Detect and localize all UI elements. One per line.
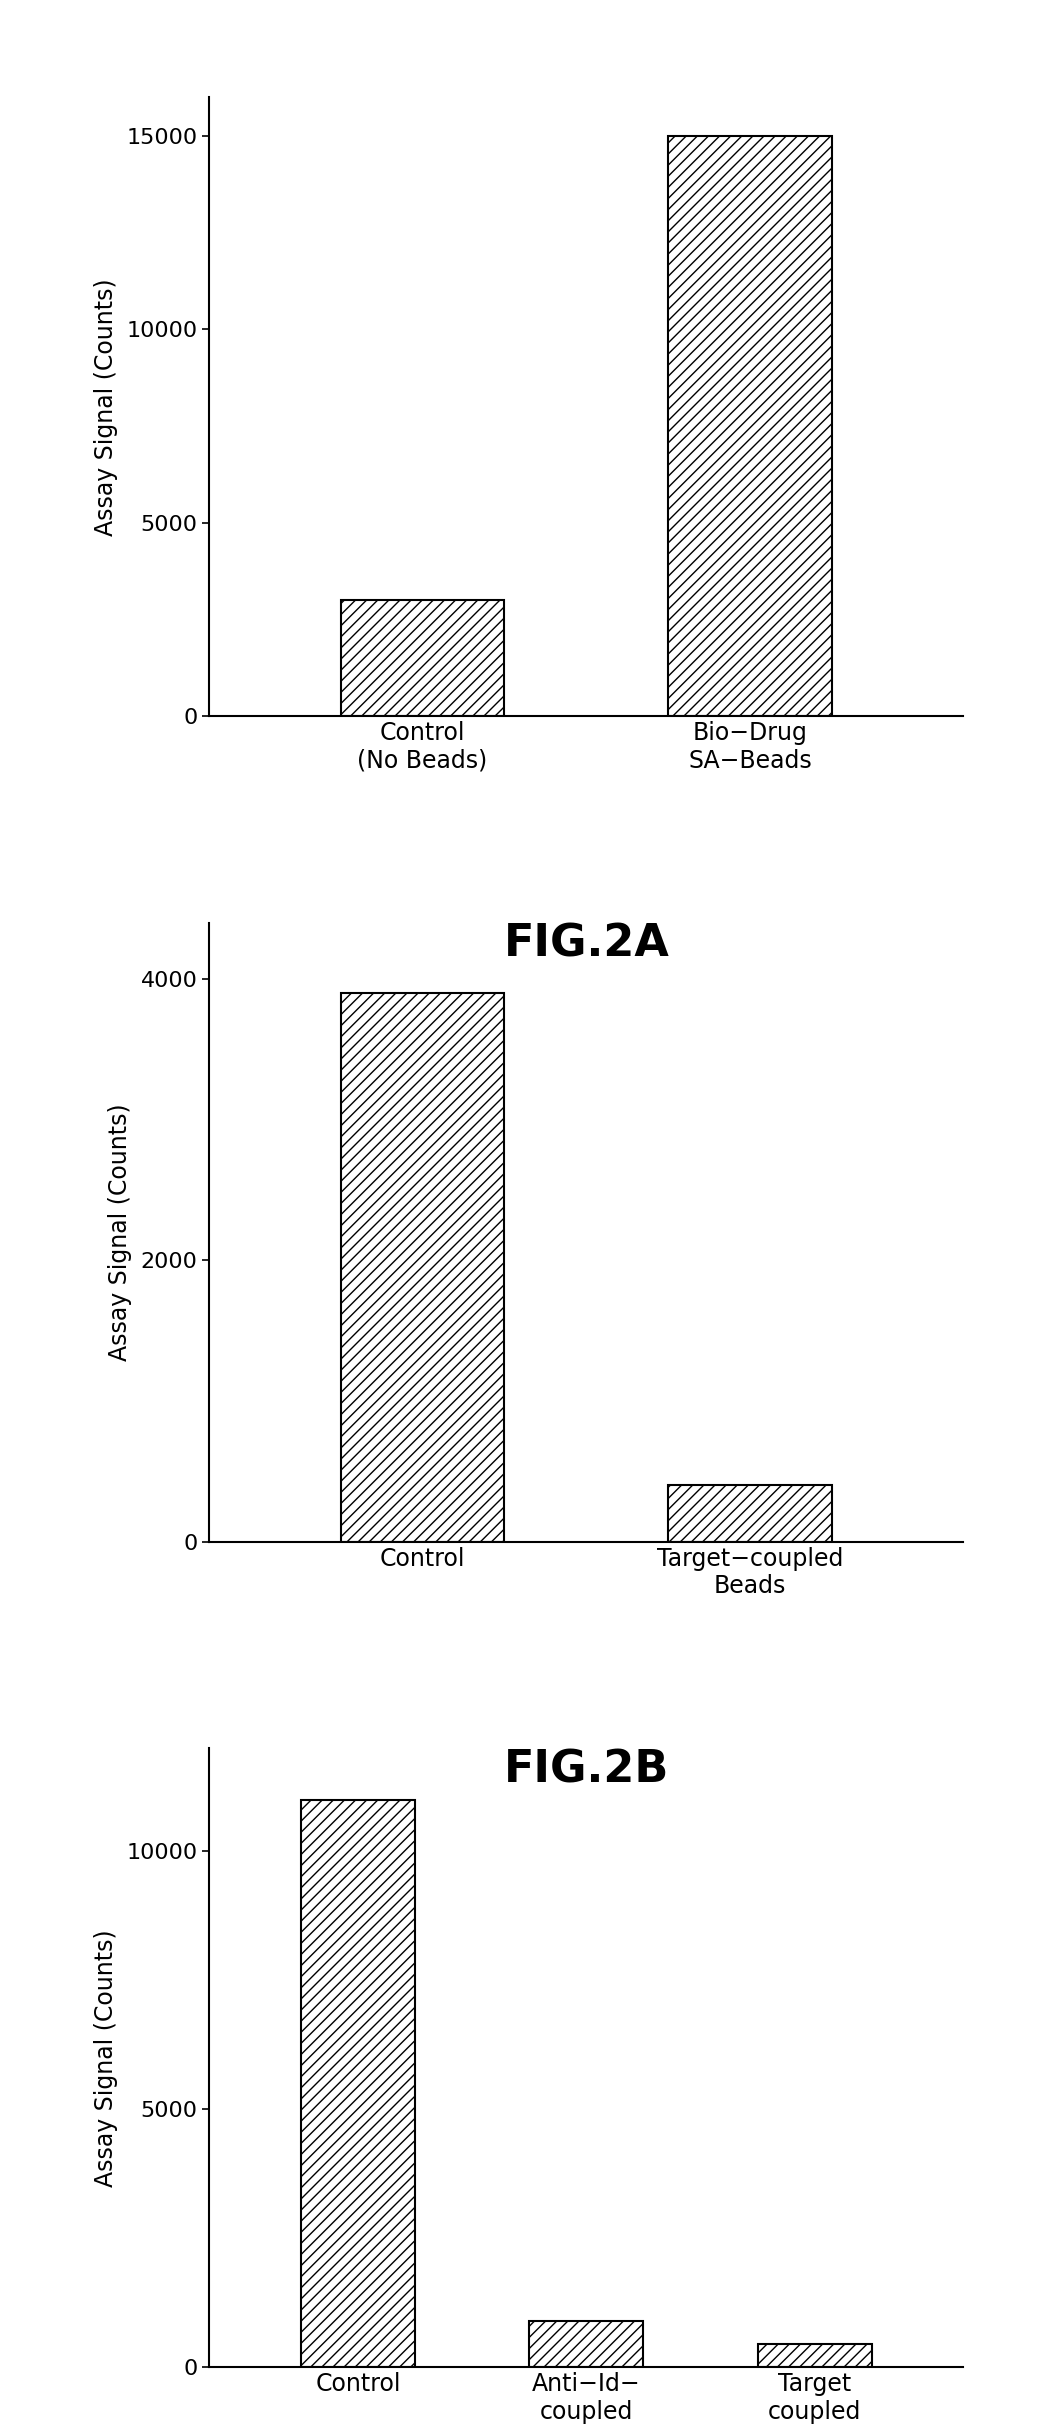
Bar <box>758 2343 872 2367</box>
Bar <box>300 1799 415 2367</box>
Y-axis label: Assay Signal (Counts): Assay Signal (Counts) <box>94 1928 118 2188</box>
Bar <box>529 2321 644 2367</box>
Bar <box>668 1486 832 1542</box>
Y-axis label: Assay Signal (Counts): Assay Signal (Counts) <box>109 1102 132 1362</box>
Bar <box>340 993 505 1542</box>
Text: FIG.2B: FIG.2B <box>504 1748 669 1792</box>
Y-axis label: Assay Signal (Counts): Assay Signal (Counts) <box>94 277 118 537</box>
Bar <box>340 600 505 716</box>
Text: FIG.2A: FIG.2A <box>504 923 669 966</box>
Bar <box>668 136 832 716</box>
